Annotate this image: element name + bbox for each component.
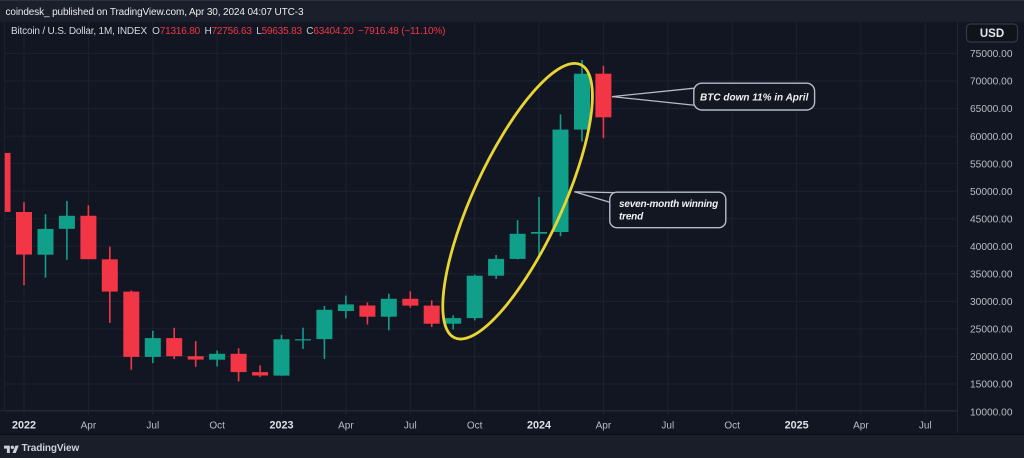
svg-text:2024: 2024 (527, 420, 551, 432)
svg-text:USD: USD (980, 28, 1004, 40)
svg-text:Apr: Apr (81, 421, 97, 432)
svg-text:Oct: Oct (467, 421, 483, 432)
svg-text:2023: 2023 (269, 420, 293, 432)
svg-text:2022: 2022 (12, 420, 36, 432)
svg-text:Jul: Jul (661, 421, 674, 432)
svg-text:70000.00: 70000.00 (970, 77, 1013, 88)
svg-text:30000.00: 30000.00 (970, 297, 1013, 308)
svg-text:BTC down 11% in April: BTC down 11% in April (700, 93, 809, 104)
svg-text:10000.00: 10000.00 (970, 407, 1013, 418)
svg-text:35000.00: 35000.00 (970, 270, 1013, 281)
svg-text:60000.00: 60000.00 (970, 132, 1013, 143)
svg-text:Apr: Apr (853, 421, 869, 432)
svg-text:65000.00: 65000.00 (970, 104, 1013, 115)
svg-text:2025: 2025 (785, 420, 809, 432)
svg-text:Jul: Jul (146, 421, 159, 432)
svg-text:75000.00: 75000.00 (970, 49, 1013, 60)
svg-text:25000.00: 25000.00 (970, 325, 1013, 336)
svg-text:trend: trend (619, 211, 644, 222)
svg-text:Oct: Oct (724, 421, 740, 432)
svg-text:Apr: Apr (338, 421, 354, 432)
svg-text:seven-month winning: seven-month winning (619, 199, 718, 210)
svg-text:45000.00: 45000.00 (970, 214, 1013, 225)
svg-text:15000.00: 15000.00 (970, 380, 1013, 391)
svg-text:Apr: Apr (596, 421, 612, 432)
svg-text:20000.00: 20000.00 (970, 352, 1013, 363)
svg-text:50000.00: 50000.00 (970, 187, 1013, 198)
svg-text:Oct: Oct (209, 421, 225, 432)
svg-text:Jul: Jul (919, 421, 932, 432)
svg-text:Jul: Jul (404, 421, 417, 432)
svg-text:40000.00: 40000.00 (970, 242, 1013, 253)
svg-text:55000.00: 55000.00 (970, 159, 1013, 170)
